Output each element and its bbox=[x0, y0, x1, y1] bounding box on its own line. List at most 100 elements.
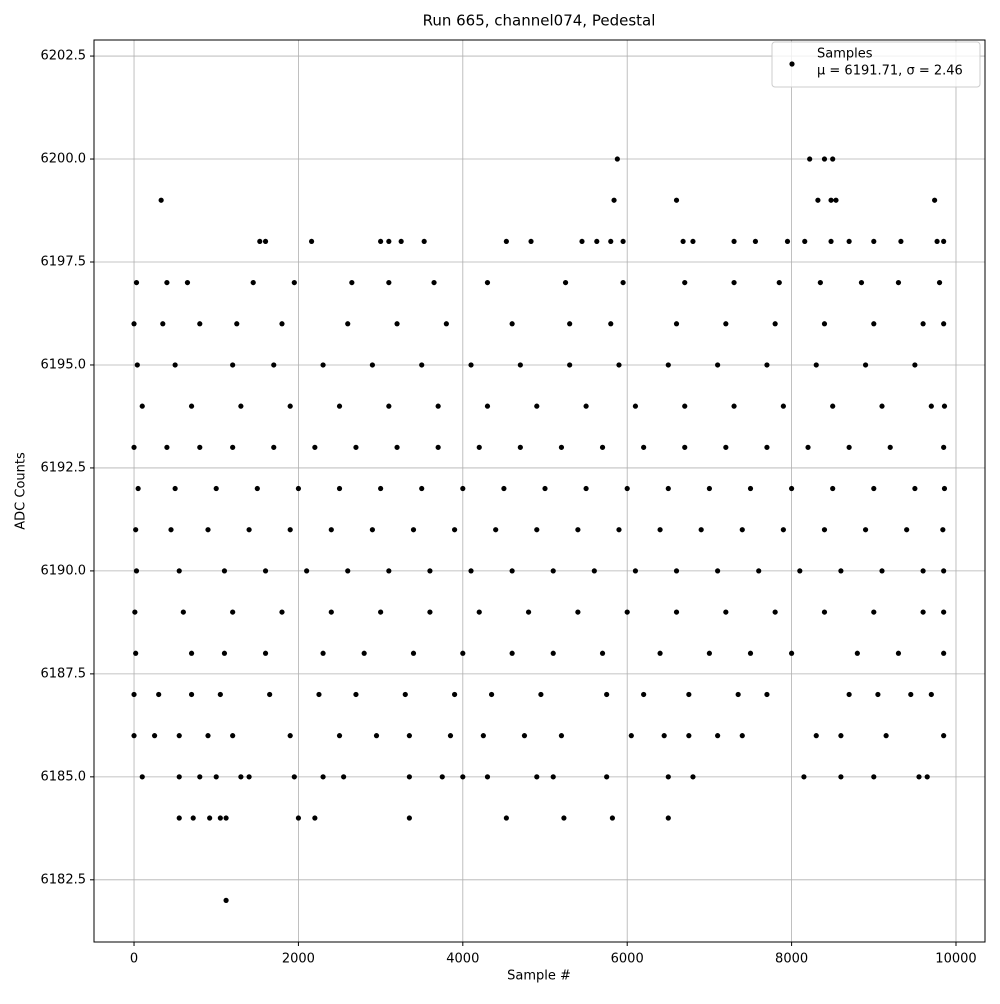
point bbox=[188, 650, 195, 656]
point bbox=[394, 444, 400, 450]
point bbox=[561, 815, 567, 821]
point bbox=[221, 650, 228, 656]
point bbox=[336, 403, 343, 409]
point bbox=[686, 691, 692, 698]
point bbox=[361, 650, 367, 656]
point bbox=[488, 691, 495, 698]
point bbox=[941, 238, 947, 245]
point bbox=[821, 321, 828, 327]
point bbox=[871, 485, 877, 492]
point bbox=[784, 238, 791, 245]
point bbox=[833, 197, 839, 203]
point bbox=[328, 527, 334, 533]
legend-label: Samples bbox=[817, 47, 873, 62]
point bbox=[131, 691, 137, 698]
point bbox=[509, 568, 515, 574]
point bbox=[484, 774, 491, 780]
point bbox=[217, 691, 223, 698]
chart-title: Run 665, channel074, Pedestal bbox=[423, 12, 656, 30]
point bbox=[813, 733, 819, 739]
point bbox=[665, 485, 671, 492]
point bbox=[493, 527, 499, 533]
point bbox=[328, 609, 334, 615]
point bbox=[205, 733, 211, 739]
point bbox=[604, 774, 610, 780]
point bbox=[673, 568, 680, 574]
point bbox=[279, 321, 285, 327]
point bbox=[176, 815, 182, 821]
point bbox=[133, 568, 140, 574]
point bbox=[308, 238, 315, 245]
point bbox=[521, 733, 528, 739]
point bbox=[735, 691, 741, 698]
point bbox=[916, 774, 922, 780]
point bbox=[238, 774, 244, 780]
point bbox=[427, 568, 433, 574]
point bbox=[451, 527, 458, 533]
point bbox=[871, 238, 877, 245]
point bbox=[534, 527, 540, 533]
point bbox=[682, 444, 688, 450]
point bbox=[780, 403, 786, 409]
point bbox=[924, 774, 930, 780]
point bbox=[402, 691, 408, 698]
point bbox=[468, 568, 474, 574]
point bbox=[706, 650, 712, 656]
point bbox=[904, 527, 910, 533]
point bbox=[723, 444, 729, 450]
point bbox=[830, 156, 836, 162]
point bbox=[217, 815, 223, 821]
point bbox=[135, 485, 141, 492]
point bbox=[875, 691, 881, 698]
x-tick-label: 0 bbox=[130, 952, 138, 967]
y-axis-label: ADC Counts bbox=[14, 452, 29, 530]
point bbox=[941, 321, 947, 327]
point bbox=[558, 444, 565, 450]
point bbox=[680, 238, 686, 245]
point bbox=[238, 403, 244, 409]
point bbox=[295, 815, 302, 821]
point bbox=[550, 568, 556, 574]
point bbox=[941, 444, 947, 450]
point bbox=[550, 774, 556, 780]
point bbox=[752, 238, 759, 245]
point bbox=[131, 733, 137, 739]
point bbox=[221, 568, 228, 574]
point bbox=[250, 279, 256, 286]
point bbox=[747, 650, 754, 656]
point bbox=[291, 279, 297, 286]
point bbox=[164, 279, 170, 286]
point bbox=[854, 650, 860, 656]
point bbox=[932, 197, 938, 203]
point bbox=[156, 691, 162, 698]
point bbox=[567, 362, 573, 368]
point bbox=[158, 197, 164, 203]
point bbox=[447, 733, 454, 739]
point bbox=[599, 444, 606, 450]
point bbox=[862, 362, 869, 368]
point bbox=[776, 279, 782, 286]
point bbox=[624, 609, 630, 615]
point bbox=[594, 238, 600, 245]
point bbox=[132, 609, 138, 615]
point bbox=[267, 691, 273, 698]
point bbox=[731, 238, 737, 245]
point bbox=[431, 279, 437, 286]
point bbox=[898, 238, 904, 245]
point bbox=[846, 691, 852, 698]
point bbox=[349, 279, 355, 286]
point bbox=[912, 362, 918, 368]
point bbox=[928, 691, 934, 698]
point bbox=[941, 403, 948, 409]
point bbox=[345, 321, 351, 327]
point bbox=[941, 650, 947, 656]
point bbox=[673, 321, 680, 327]
point bbox=[632, 403, 639, 409]
point bbox=[254, 485, 260, 492]
point bbox=[723, 609, 729, 615]
point bbox=[378, 485, 384, 492]
point bbox=[657, 650, 663, 656]
point bbox=[620, 238, 626, 245]
point bbox=[940, 527, 946, 533]
point bbox=[525, 609, 532, 615]
